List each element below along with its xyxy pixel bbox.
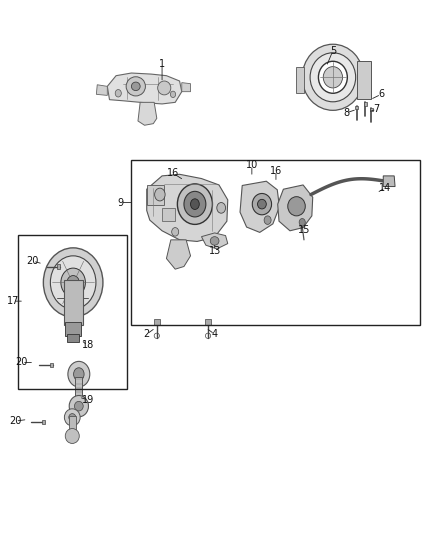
Ellipse shape [299,219,305,226]
Ellipse shape [217,203,226,213]
Text: 17: 17 [7,296,19,306]
Bar [75,377,82,398]
Ellipse shape [74,401,83,411]
Text: 16: 16 [167,168,179,178]
Bar [154,319,160,325]
Text: 20: 20 [9,416,21,426]
Polygon shape [278,185,313,231]
Text: 16: 16 [270,166,282,175]
Ellipse shape [264,216,271,224]
Bar [69,416,76,433]
Ellipse shape [318,61,347,93]
Ellipse shape [69,395,88,417]
Bar [64,280,83,325]
Ellipse shape [67,276,79,289]
Text: 14: 14 [379,183,392,192]
Bar [355,106,358,109]
Bar [57,264,60,269]
Ellipse shape [252,193,272,215]
Text: 15: 15 [298,225,311,235]
Bar [131,160,420,325]
Text: 8: 8 [343,108,349,118]
Ellipse shape [158,81,171,95]
Text: 7: 7 [374,104,380,114]
Bar [67,334,79,342]
Ellipse shape [64,409,80,426]
Ellipse shape [131,82,140,91]
Polygon shape [138,102,157,125]
Ellipse shape [170,91,176,98]
Bar [147,185,164,205]
Text: 9: 9 [117,198,124,207]
Text: 6: 6 [378,90,384,99]
Ellipse shape [172,228,179,236]
Polygon shape [383,176,395,187]
Text: 19: 19 [81,395,94,405]
Polygon shape [182,83,191,92]
Bar [42,420,45,424]
Bar [18,235,127,389]
Bar [370,108,373,111]
Ellipse shape [126,77,145,96]
Ellipse shape [288,197,305,216]
Ellipse shape [184,191,206,217]
Polygon shape [240,181,279,232]
Bar [162,208,175,221]
Ellipse shape [191,199,199,209]
Ellipse shape [61,268,85,297]
Polygon shape [96,85,107,95]
Text: 20: 20 [27,256,39,266]
Text: 20: 20 [16,358,28,367]
Ellipse shape [43,248,103,317]
Bar [50,363,53,367]
Text: 5: 5 [330,46,336,55]
Text: 18: 18 [81,341,94,350]
Bar [357,61,371,99]
Ellipse shape [68,361,90,387]
Ellipse shape [155,188,165,201]
Bar [364,102,367,106]
Ellipse shape [323,67,343,88]
Polygon shape [201,233,228,249]
Polygon shape [107,73,182,104]
Text: 1: 1 [159,59,165,69]
Ellipse shape [74,368,84,381]
Text: 10: 10 [246,160,258,170]
Text: 4: 4 [212,329,218,339]
Text: 2: 2 [144,329,150,339]
Ellipse shape [50,256,96,309]
Ellipse shape [177,184,212,224]
Ellipse shape [65,429,79,443]
Ellipse shape [69,414,76,421]
Ellipse shape [115,90,121,97]
Ellipse shape [258,199,266,209]
Bar [205,319,211,325]
Ellipse shape [310,53,356,102]
Polygon shape [166,240,191,269]
Ellipse shape [302,44,364,110]
Bar [296,67,304,93]
Text: 13: 13 [208,246,221,255]
Polygon shape [147,174,228,241]
Bar [65,322,81,336]
Ellipse shape [210,237,219,245]
